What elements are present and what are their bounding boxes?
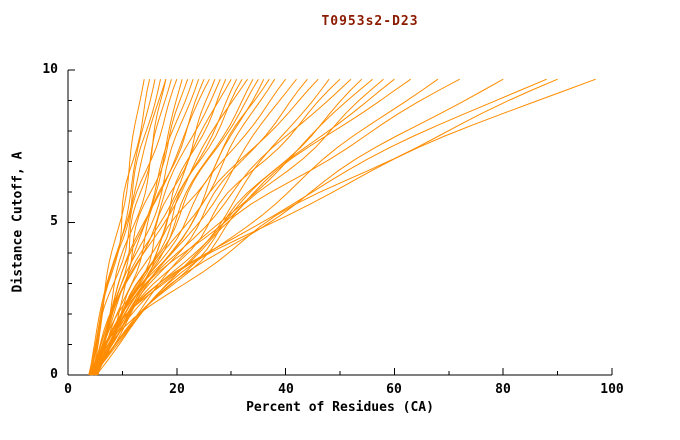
chart-title: T0953s2-D23 <box>321 14 419 29</box>
model-curve <box>93 78 270 376</box>
x-tick-label-60: 60 <box>386 382 402 397</box>
y-axis-label: Distance Cutoff, A <box>10 151 26 293</box>
model-curve <box>94 78 558 376</box>
model-curve <box>96 78 243 376</box>
x-tick-label-0: 0 <box>64 382 72 397</box>
model-curve <box>90 78 254 376</box>
model-curve <box>90 78 547 376</box>
model-curve <box>90 79 189 376</box>
model-curve <box>95 78 330 376</box>
y-tick-label-5: 5 <box>50 214 58 229</box>
model-curve <box>89 79 200 376</box>
model-curve <box>90 78 363 376</box>
model-curve <box>92 78 341 376</box>
model-curve <box>90 79 161 376</box>
x-axis-label: Percent of Residues (CA) <box>246 400 434 415</box>
y-tick-label-10: 10 <box>42 62 58 77</box>
model-curve <box>90 78 297 376</box>
x-tick-label-40: 40 <box>278 382 294 397</box>
model-curve <box>92 79 172 376</box>
model-curve <box>95 78 439 376</box>
x-tick-label-80: 80 <box>495 382 511 397</box>
model-curve <box>92 78 460 376</box>
x-tick-label-20: 20 <box>169 382 185 397</box>
model-curve <box>90 79 221 376</box>
model-curve <box>89 78 411 376</box>
x-tick-label-100: 100 <box>600 382 624 397</box>
model-curve <box>89 78 319 376</box>
model-curve <box>92 78 232 376</box>
model-curve <box>89 79 167 376</box>
model-curve <box>91 78 596 376</box>
model-curve <box>88 79 156 376</box>
model-curve <box>93 78 395 376</box>
model-curve <box>89 79 178 376</box>
model-curve <box>92 78 248 376</box>
y-tick-label-0: 0 <box>50 367 58 382</box>
